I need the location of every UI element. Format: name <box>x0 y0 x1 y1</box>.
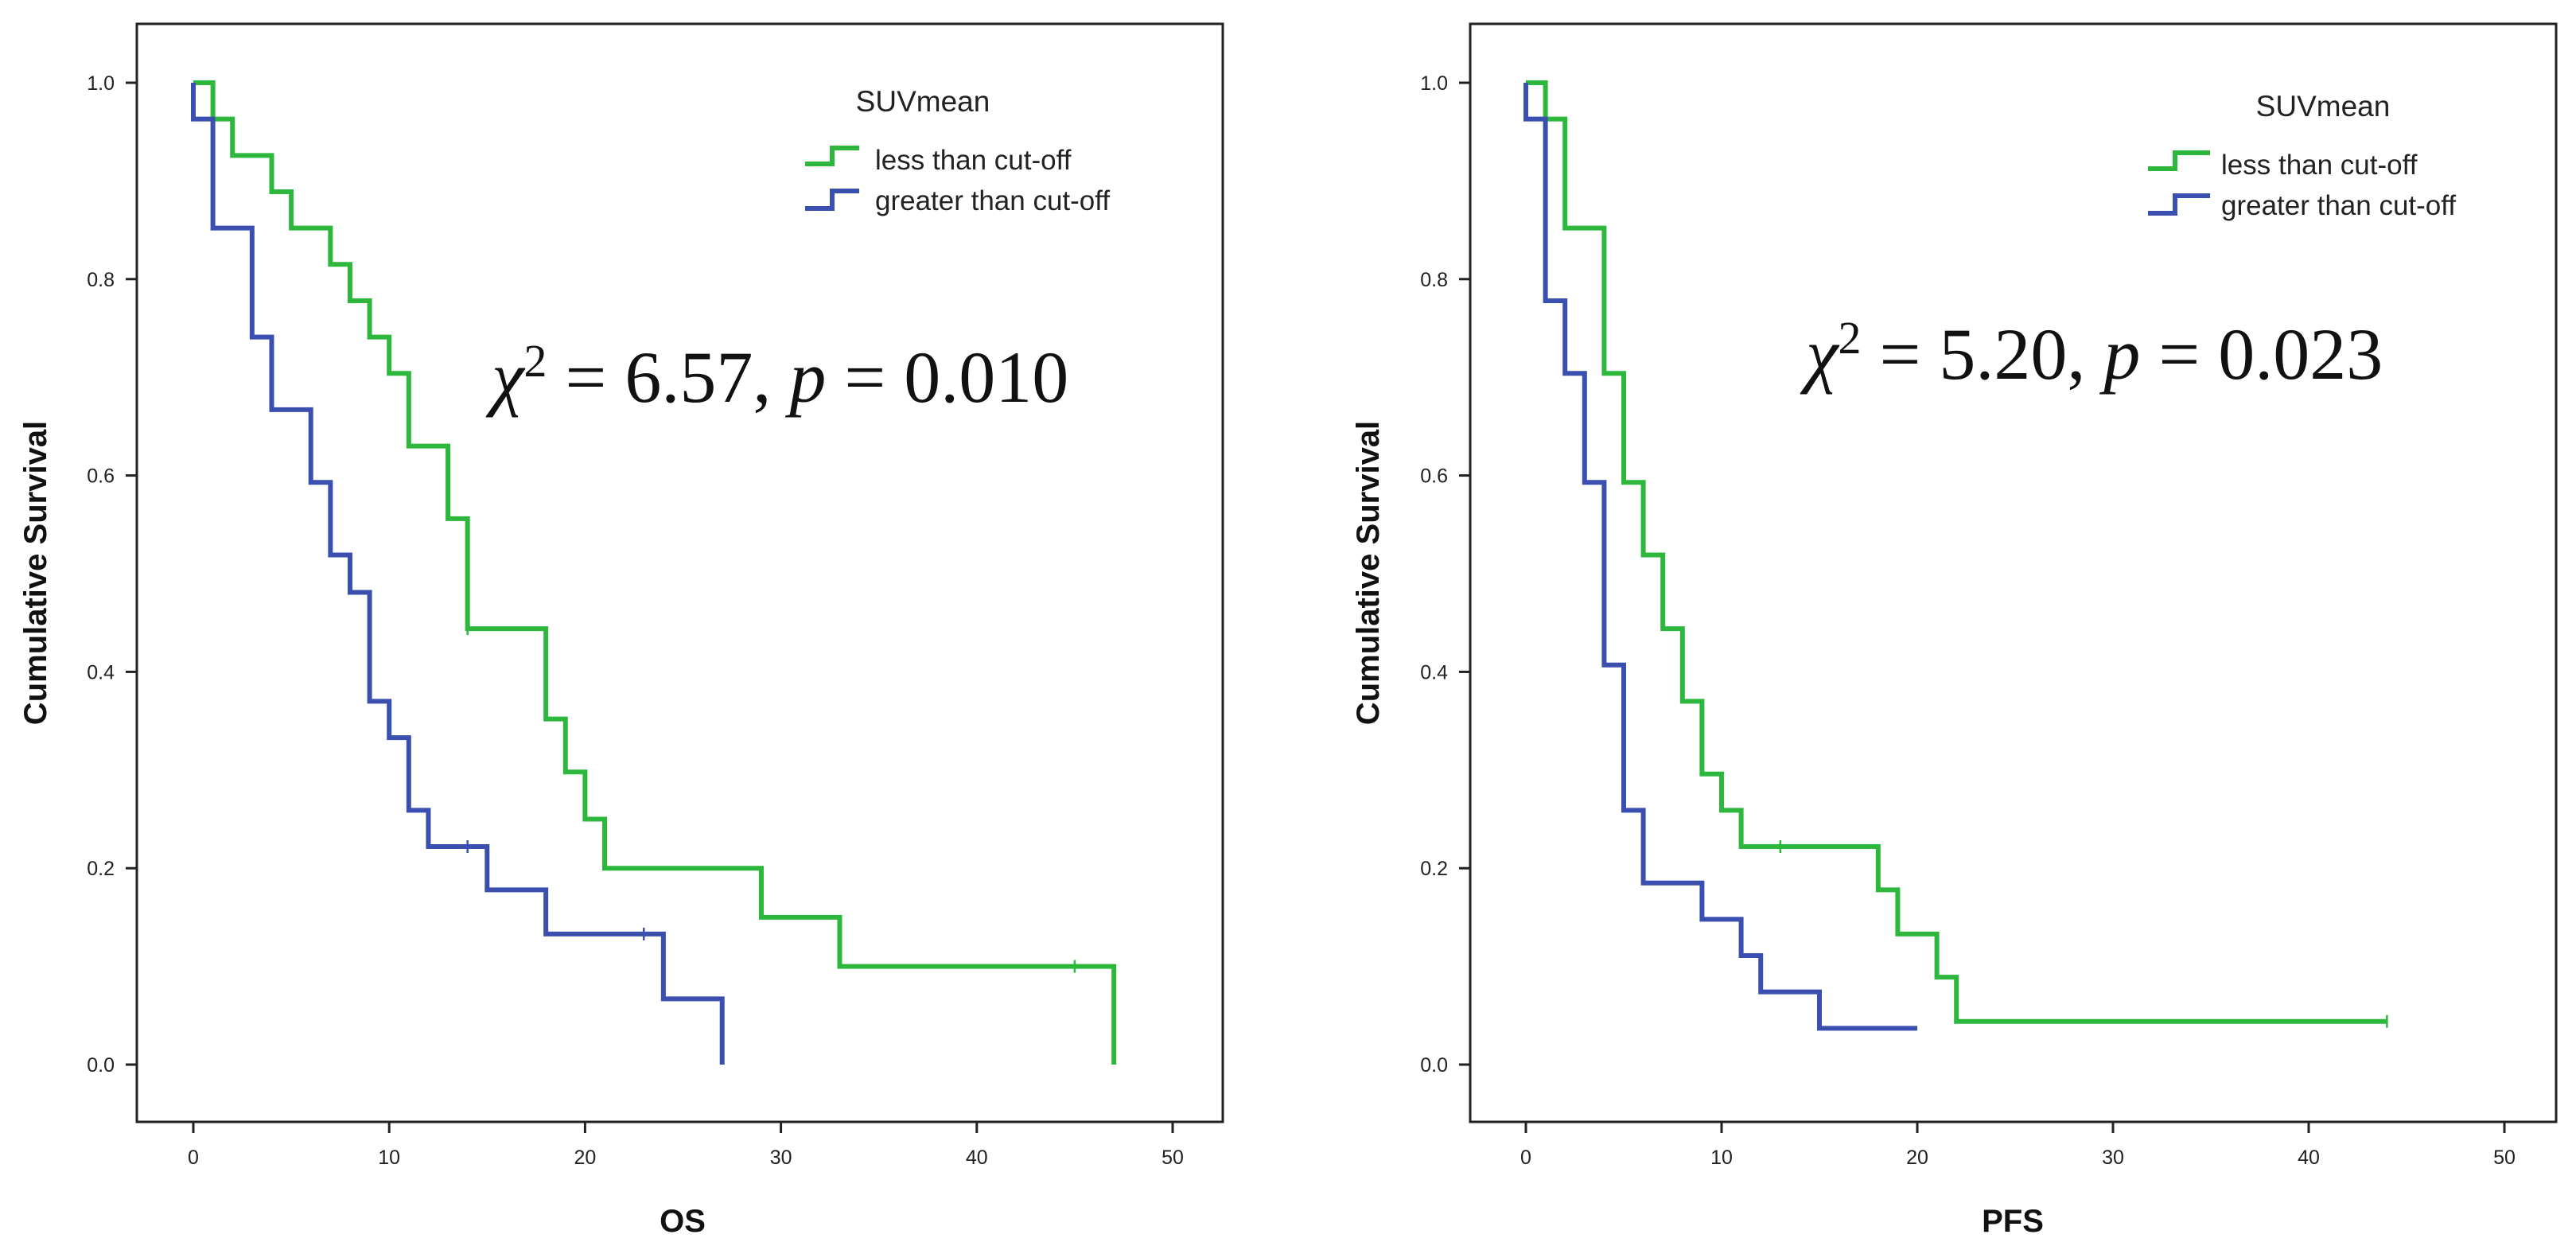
pfs-x-tick-label-0: 0 <box>1520 1147 1531 1169</box>
pfs-chi-square-annotation: χ2 = 5.20, p = 0.023 <box>1800 312 2383 395</box>
os-y-axis-title: Cumulative Survival <box>18 421 53 725</box>
os-curve-greater <box>191 83 725 1065</box>
os-panel: 0 10 20 30 40 50 0.0 0.2 0.4 0.6 0.8 1.0 OS Cumula… <box>18 22 1224 1239</box>
os-legend: SUVmean less than cut-off greater than c… <box>805 85 1110 216</box>
os-y-tick-label-0.4: 0.4 <box>87 661 115 683</box>
os-x-tick-label-0: 0 <box>188 1147 199 1169</box>
pfs-p-eq: = <box>2140 313 2218 395</box>
pfs-x-tick-label-30: 30 <box>2102 1147 2124 1169</box>
pfs-legend-swatch-less <box>2148 150 2210 171</box>
os-legend-swatch-less <box>805 146 859 166</box>
os-y-tick-label-0.6: 0.6 <box>87 465 115 488</box>
os-x-tick-label-30: 30 <box>770 1147 792 1169</box>
pfs-y-tick-label-0.0: 0.0 <box>1420 1054 1448 1077</box>
pfs-y-tick-label-0.4: 0.4 <box>1420 661 1448 683</box>
os-curve-less <box>193 80 1117 1065</box>
os-x-tick-label-50: 50 <box>1162 1147 1184 1169</box>
os-p-eq: = <box>826 337 904 418</box>
pfs-y-tick-label-1.0: 1.0 <box>1420 72 1448 95</box>
os-chi-symbol: χ <box>485 337 526 418</box>
pfs-curve-greater <box>1523 83 1917 1031</box>
pfs-chi-symbol: χ <box>1800 313 1840 395</box>
os-legend-title: SUVmean <box>856 85 990 118</box>
os-chi-eq: = <box>547 337 625 418</box>
pfs-p-value: 0.023 <box>2218 313 2383 395</box>
os-legend-label-greater: greater than cut-off <box>875 185 1110 216</box>
pfs-x-tick-label-50: 50 <box>2493 1147 2516 1169</box>
os-x-tick-label-20: 20 <box>574 1147 596 1169</box>
pfs-x-tick-label-20: 20 <box>1906 1147 1928 1169</box>
pfs-x-tick-label-40: 40 <box>2298 1147 2320 1169</box>
os-y-tick-label-1.0: 1.0 <box>87 72 115 95</box>
pfs-x-ticks: 0 10 20 30 40 50 <box>1520 1122 2516 1169</box>
pfs-y-axis-title: Cumulative Survival <box>1351 421 1386 725</box>
os-y-tick-label-0.0: 0.0 <box>87 1054 115 1077</box>
os-x-axis-title: OS <box>660 1204 706 1239</box>
pfs-y-tick-label-0.2: 0.2 <box>1420 858 1448 880</box>
os-legend-label-less: less than cut-off <box>875 145 1072 176</box>
pfs-legend-title: SUVmean <box>2256 90 2391 123</box>
os-p-value: 0.010 <box>904 337 1068 418</box>
pfs-chi-eq: = <box>1861 313 1939 395</box>
os-chi-square-annotation: χ2 = 6.57, p = 0.010 <box>485 335 1068 419</box>
pfs-legend: SUVmean less than cut-off greater than c… <box>2148 90 2456 221</box>
os-y-tick-label-0.8: 0.8 <box>87 269 115 291</box>
os-chi-sep: , <box>753 337 789 418</box>
pfs-legend-label-less: less than cut-off <box>2221 150 2418 181</box>
pfs-curves <box>1523 80 2388 1031</box>
os-y-tick-label-0.2: 0.2 <box>87 858 115 880</box>
pfs-y-ticks: 0.0 0.2 0.4 0.6 0.8 1.0 <box>1420 72 1470 1077</box>
os-x-tick-label-10: 10 <box>378 1147 400 1169</box>
pfs-p-symbol: p <box>2099 313 2140 395</box>
os-x-ticks: 0 10 20 30 40 50 <box>188 1122 1184 1169</box>
os-chi-value: 6.57 <box>625 337 753 418</box>
os-x-tick-label-40: 40 <box>966 1147 988 1169</box>
os-legend-swatch-greater <box>805 189 859 211</box>
pfs-y-tick-label-0.8: 0.8 <box>1420 269 1448 291</box>
pfs-chi-power: 2 <box>1838 312 1861 364</box>
os-chi-power: 2 <box>523 335 547 387</box>
os-curves <box>191 80 1117 1065</box>
pfs-x-axis-title: PFS <box>1982 1204 2044 1239</box>
os-y-ticks: 0.0 0.2 0.4 0.6 0.8 1.0 <box>87 72 137 1077</box>
os-p-symbol: p <box>784 337 826 418</box>
pfs-curve-less <box>1526 80 2387 1024</box>
pfs-legend-label-greater: greater than cut-off <box>2221 190 2456 221</box>
pfs-legend-swatch-greater <box>2148 193 2210 216</box>
pfs-chi-value: 5.20 <box>1939 313 2067 395</box>
pfs-chi-sep: , <box>2067 313 2103 395</box>
pfs-panel: 0 10 20 30 40 50 0.0 0.2 0.4 0.6 0.8 1.0 PFS Cumul… <box>1351 22 2558 1239</box>
pfs-plot-frame <box>1469 22 2558 1123</box>
pfs-y-tick-label-0.6: 0.6 <box>1420 465 1448 488</box>
pfs-x-tick-label-10: 10 <box>1710 1147 1733 1169</box>
